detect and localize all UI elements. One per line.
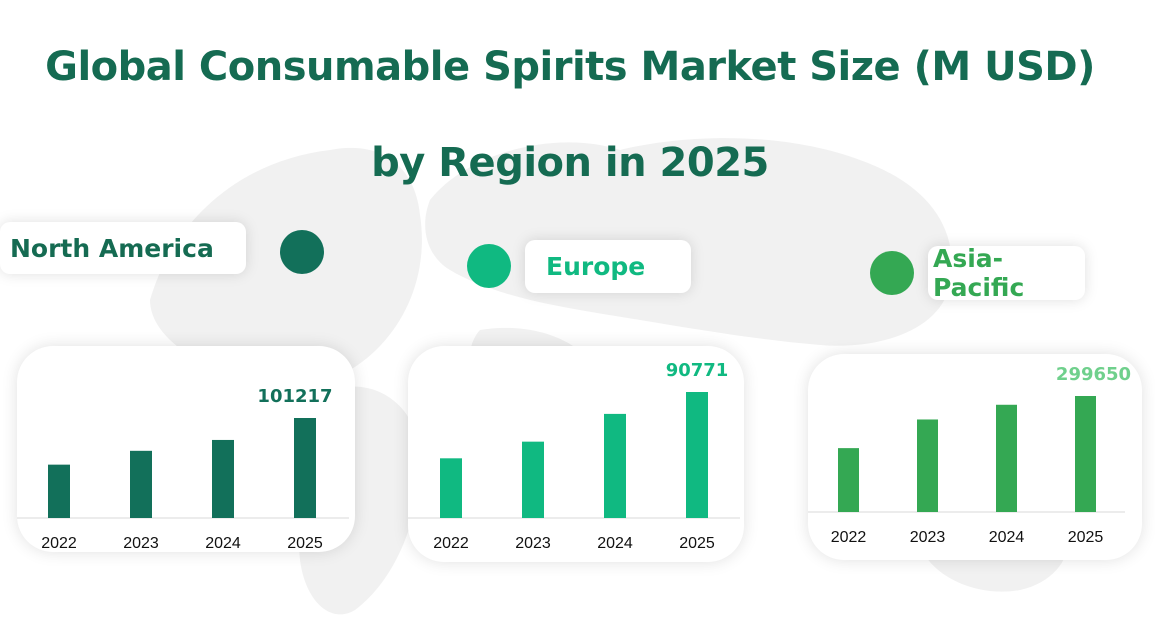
region-label-asia-pacific: Asia-Pacific bbox=[928, 244, 1085, 302]
bar-north-america-2023 bbox=[130, 450, 152, 518]
bar-north-america-2025 bbox=[294, 418, 316, 518]
bar-chart-europe: 2022 2023 2024 2025 90771 bbox=[408, 360, 740, 552]
tick-label-europe-2023: 2023 bbox=[515, 535, 551, 552]
tick-label-asia-pacific-2024: 2024 bbox=[989, 529, 1025, 546]
region-name-north-america: North America bbox=[10, 233, 214, 263]
bar-chart-north-america: 2022 2023 2024 2025 101217 bbox=[17, 386, 349, 552]
bar-chart-asia-pacific: 2022 2023 2024 2025 299650 bbox=[808, 364, 1131, 546]
region-marker-north-america bbox=[280, 230, 324, 274]
bar-north-america-2022 bbox=[48, 464, 70, 518]
tick-label-asia-pacific-2022: 2022 bbox=[831, 529, 867, 546]
data-label-north-america-2025: 101217 bbox=[257, 386, 332, 407]
chart-card-asia-pacific: 2022 2023 2024 2025 299650 bbox=[808, 354, 1142, 560]
bar-asia-pacific-2024 bbox=[996, 404, 1017, 512]
data-label-asia-pacific-2025: 299650 bbox=[1056, 364, 1131, 385]
tick-label-europe-2022: 2022 bbox=[433, 535, 469, 552]
tick-label-north-america-2022: 2022 bbox=[41, 535, 77, 552]
region-marker-europe bbox=[467, 244, 511, 288]
region-label-north-america: North America bbox=[0, 222, 246, 274]
tick-label-europe-2025: 2025 bbox=[679, 535, 715, 552]
bar-north-america-2024 bbox=[212, 439, 234, 518]
region-label-europe: Europe bbox=[525, 240, 691, 293]
tick-label-europe-2024: 2024 bbox=[597, 535, 633, 552]
tick-label-asia-pacific-2023: 2023 bbox=[910, 529, 946, 546]
chart-card-europe: 2022 2023 2024 2025 90771 bbox=[408, 346, 744, 562]
region-marker-asia-pacific bbox=[870, 251, 914, 295]
bar-asia-pacific-2025 bbox=[1075, 396, 1096, 512]
tick-label-north-america-2023: 2023 bbox=[123, 535, 159, 552]
tick-label-north-america-2024: 2024 bbox=[205, 535, 241, 552]
page-title: Global Consumable Spirits Market Size (M… bbox=[45, 44, 1095, 90]
page-subtitle: by Region in 2025 bbox=[371, 140, 769, 186]
bar-asia-pacific-2022 bbox=[838, 448, 859, 512]
bar-asia-pacific-2023 bbox=[917, 419, 938, 512]
region-name-europe: Europe bbox=[546, 252, 646, 281]
chart-card-north-america: 2022 2023 2024 2025 101217 bbox=[17, 346, 355, 552]
tick-label-north-america-2025: 2025 bbox=[287, 535, 323, 552]
bar-europe-2022 bbox=[440, 458, 462, 518]
bar-europe-2025 bbox=[686, 392, 708, 518]
tick-label-asia-pacific-2025: 2025 bbox=[1068, 529, 1104, 546]
region-name-asia-pacific: Asia-Pacific bbox=[933, 244, 1025, 302]
bar-europe-2023 bbox=[522, 441, 544, 518]
bar-europe-2024 bbox=[604, 413, 626, 518]
data-label-europe-2025: 90771 bbox=[666, 360, 729, 381]
